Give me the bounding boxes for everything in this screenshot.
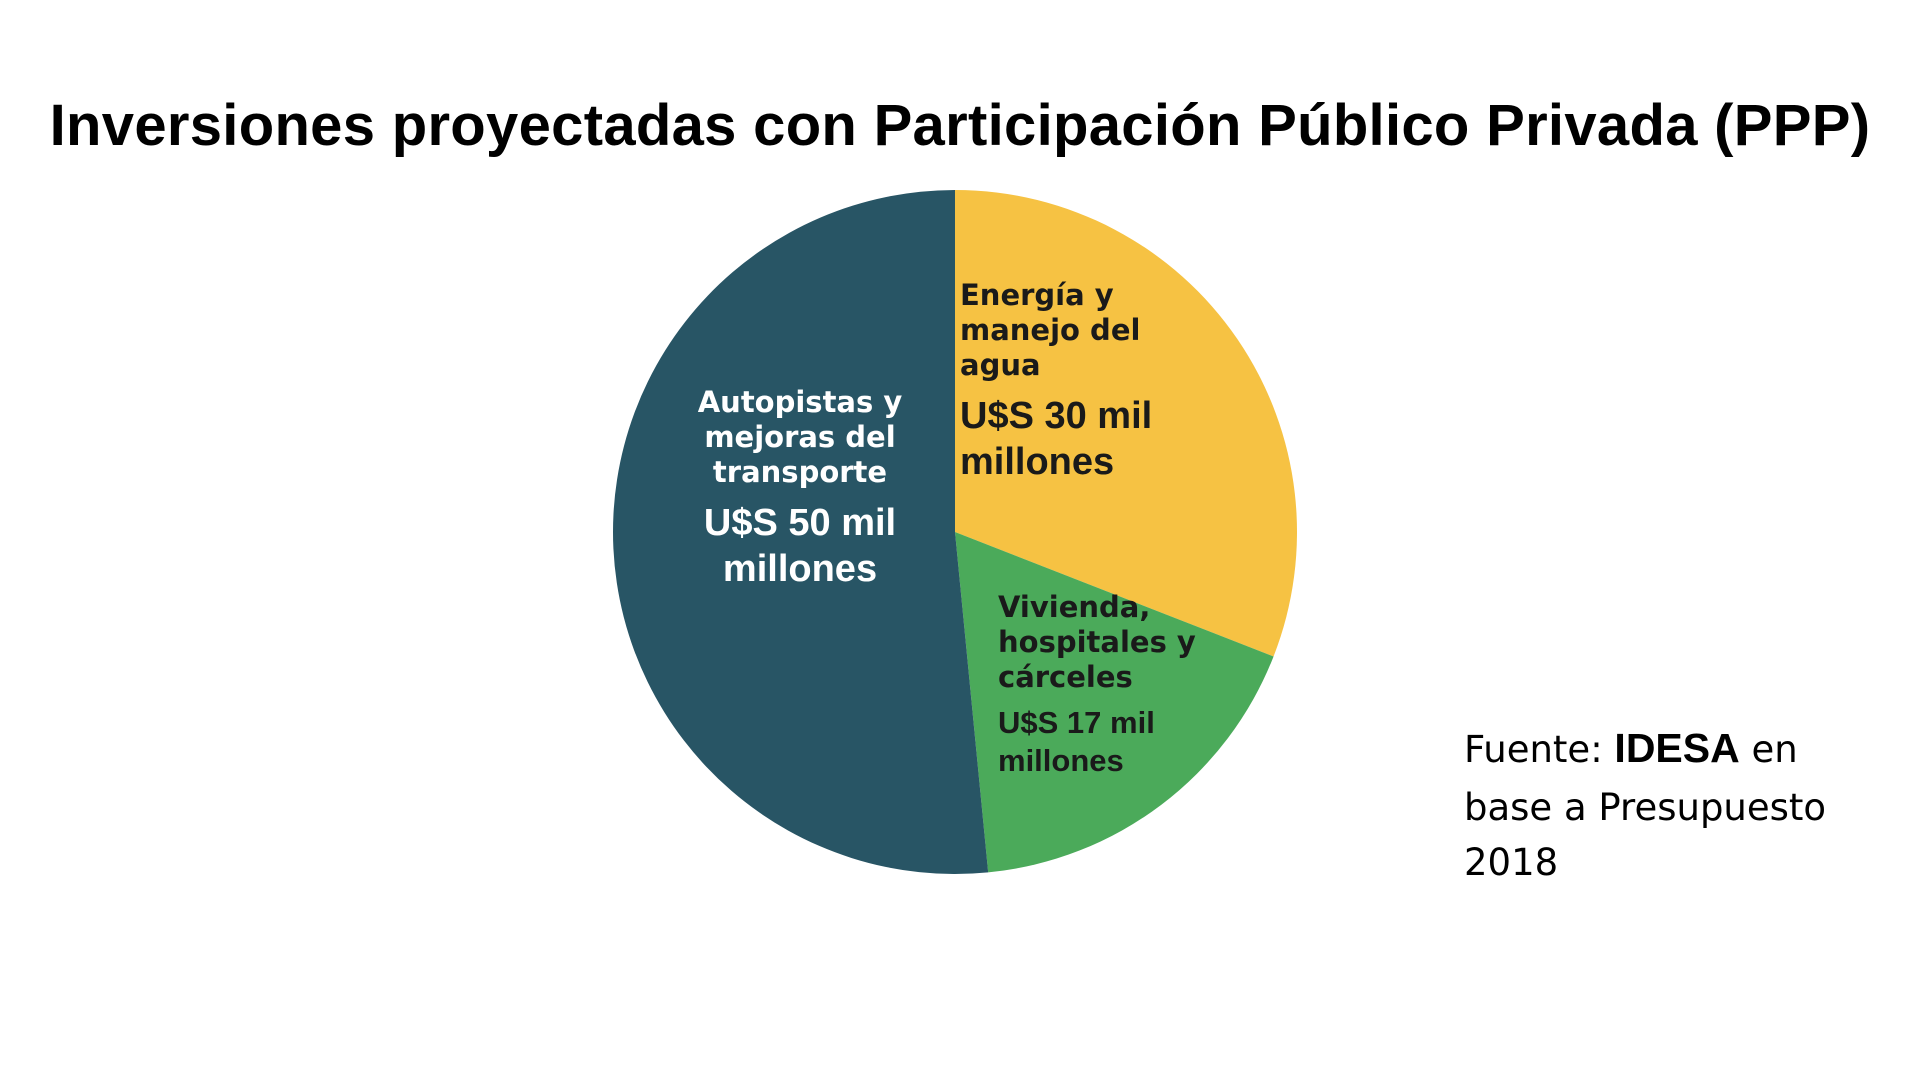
pie-slices <box>612 190 1297 874</box>
slice-label-autopistas: Autopistas y mejoras del transporte U$S … <box>640 385 960 593</box>
source-suffix: en <box>1739 728 1798 771</box>
slice-category-vivienda: Vivienda, hospitales y cárceles <box>998 590 1196 694</box>
slice-value-vivienda: U$S 17 mil millones <box>998 705 1155 778</box>
pie-slice-energia <box>955 190 1297 657</box>
pie-slice-vivienda <box>955 532 1274 873</box>
slice-category-autopistas: Autopistas y mejoras del transporte <box>697 385 903 489</box>
source-name: IDESA <box>1614 725 1740 771</box>
slice-value-energia: U$S 30 mil millones <box>960 395 1153 483</box>
source-line2: base a Presupuesto <box>1464 785 1827 829</box>
slice-category-energia: Energía y manejo del agua <box>960 278 1141 382</box>
source-prefix: Fuente: <box>1464 728 1615 771</box>
chart-title: Inversiones proyectadas con Participació… <box>49 93 1871 158</box>
slice-value-autopistas: U$S 50 mil millones <box>703 502 897 590</box>
source-note: Fuente: IDESA en base a Presupuesto 2018 <box>1464 718 1884 891</box>
slice-label-vivienda: Vivienda, hospitales y cárceles U$S 17 m… <box>998 590 1258 779</box>
slice-label-energia: Energía y manejo del agua U$S 30 mil mil… <box>960 278 1260 486</box>
pie-slice-autopistas <box>612 190 989 874</box>
source-line3: 2018 <box>1464 841 1559 884</box>
